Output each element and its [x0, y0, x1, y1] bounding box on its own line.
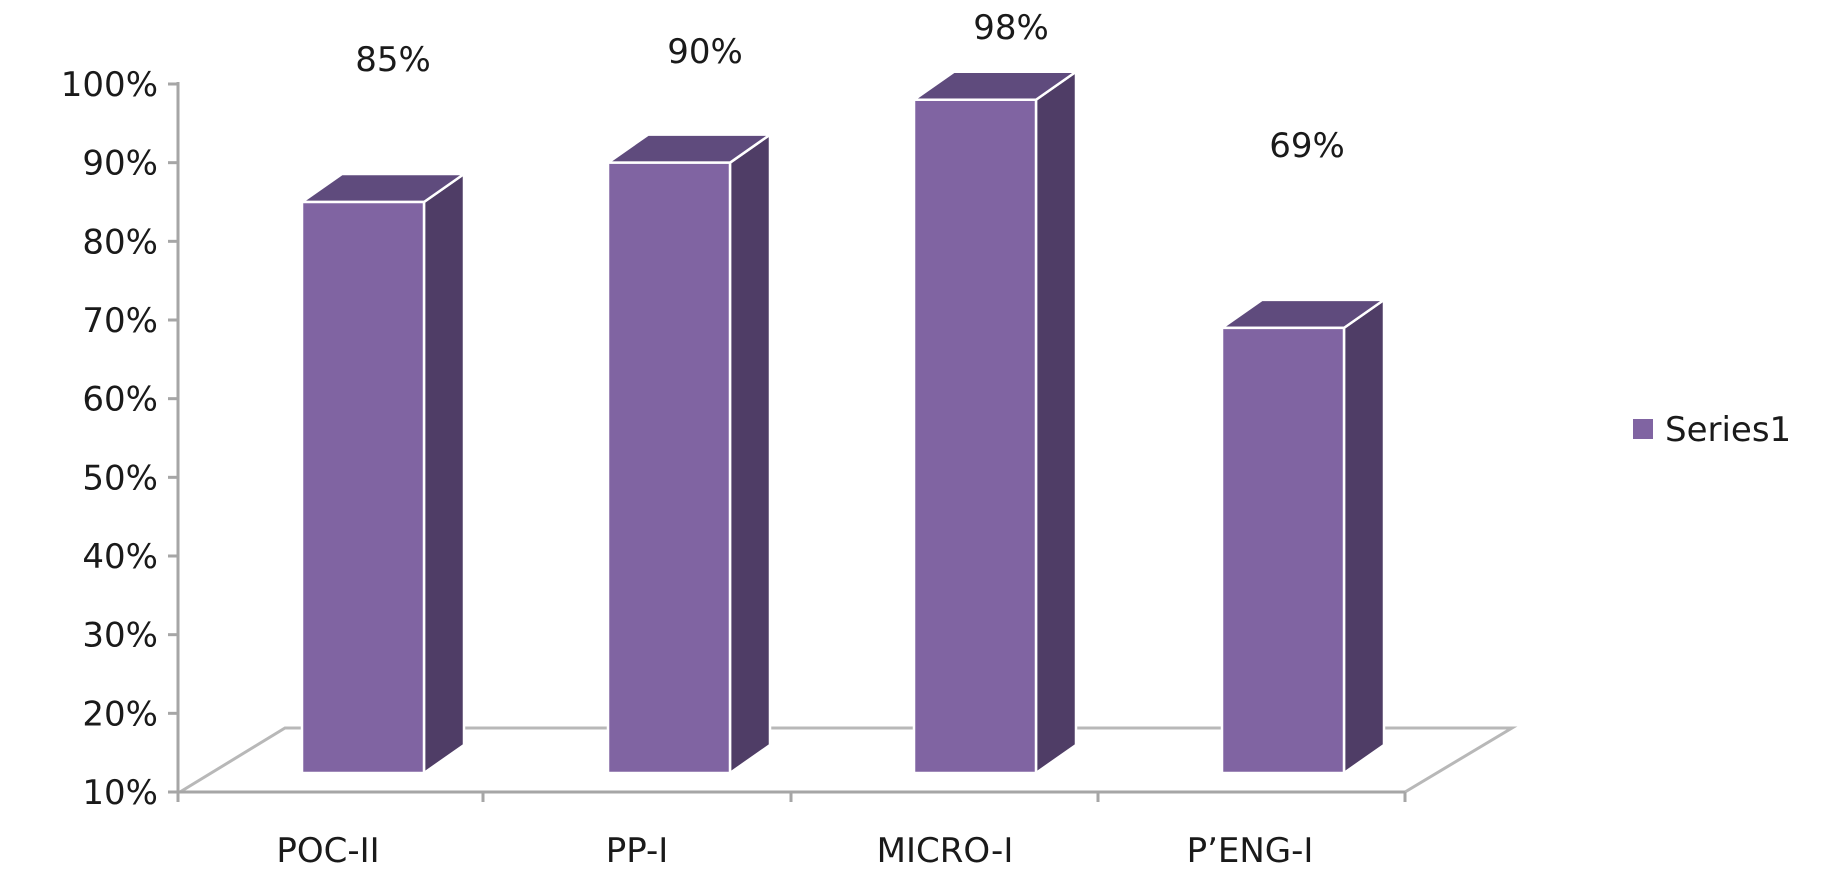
- legend: Series1: [1633, 410, 1791, 450]
- bar-side-face: [1342, 298, 1386, 775]
- bar-side-face: [422, 172, 466, 775]
- value-tick-label: 50%: [82, 458, 158, 498]
- bar-poc-ii: [300, 172, 466, 775]
- legend-label: Series1: [1665, 410, 1791, 450]
- bar-front-face: [300, 200, 426, 775]
- category-label: PP-I: [606, 831, 669, 871]
- category-label: P’ENG-I: [1187, 831, 1314, 871]
- value-tick-label: 60%: [82, 380, 158, 420]
- data-labels: 85% 90% 98% 69%: [355, 8, 1345, 166]
- bar-front-face: [1220, 326, 1346, 775]
- value-tick-label: 90%: [82, 144, 158, 184]
- bar-side-face: [728, 133, 772, 775]
- data-label: 98%: [973, 8, 1049, 48]
- data-label: 69%: [1269, 126, 1345, 166]
- category-label: POC-II: [276, 831, 379, 871]
- bar-pp-i: [606, 133, 772, 775]
- value-tick-label: 70%: [82, 301, 158, 341]
- value-tick-label: 80%: [82, 222, 158, 262]
- bar-micro-i: [912, 70, 1078, 775]
- value-axis: 10% 20% 30% 40% 50% 60% 70% 80% 90% 100%: [61, 65, 1407, 813]
- data-label: 90%: [667, 32, 743, 72]
- data-label: 85%: [355, 40, 431, 80]
- value-tick-label: 20%: [82, 694, 158, 734]
- value-tick-label: 100%: [61, 65, 158, 105]
- legend-swatch: [1633, 419, 1653, 439]
- category-label: MICRO-I: [877, 831, 1014, 871]
- value-tick-label: 30%: [82, 616, 158, 656]
- value-tick-label: 40%: [82, 537, 158, 577]
- value-tick-label: 10%: [82, 773, 158, 813]
- bar-p-eng-i: [1220, 298, 1386, 775]
- category-axis: POC-II PP-I MICRO-I P’ENG-I: [276, 831, 1313, 871]
- bar-front-face: [606, 161, 732, 775]
- bar-side-face: [1034, 70, 1078, 775]
- bar-front-face: [912, 98, 1038, 775]
- bars: [300, 70, 1386, 775]
